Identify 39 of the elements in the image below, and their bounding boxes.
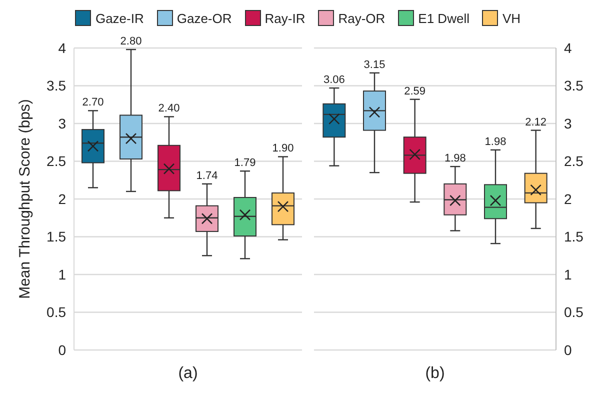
y-tick-label: 0	[58, 342, 66, 358]
text: 2.12	[525, 116, 547, 128]
y-tick-label: 1	[58, 266, 66, 282]
text: 1.74	[196, 170, 218, 182]
legend-label: VH	[502, 10, 521, 26]
text: 2.59	[404, 85, 426, 98]
y-tick-label: 2.5	[46, 153, 66, 170]
y-tick-label: 1	[564, 266, 572, 282]
y-tick-label: 4	[58, 40, 66, 56]
text: 1.90	[272, 142, 294, 155]
legend-label: Ray-IR	[264, 10, 306, 26]
y-tick-label: 0.5	[46, 304, 66, 320]
y-axis-title: Mean Throughput Score (bps)	[16, 99, 34, 299]
y-tick-label: 4	[564, 40, 572, 56]
text: 1.98	[484, 136, 506, 148]
legend-label: Gaze-IR	[95, 10, 144, 26]
legend-label: E1 Dwell	[418, 10, 470, 26]
text: 1.98	[444, 152, 466, 165]
y-tick-label: 2	[564, 190, 572, 207]
x-axis-title: (a)	[178, 365, 198, 382]
y-tick-label: 3	[58, 115, 66, 132]
text: 3.06	[323, 74, 345, 86]
y-tick-label: 0	[564, 342, 572, 358]
text: 2.80	[120, 36, 142, 48]
y-tick-label: 3.5	[564, 78, 584, 94]
text: 2.40	[158, 102, 180, 115]
legend-label: Ray-OR	[338, 10, 386, 26]
text: 1.79	[234, 157, 256, 170]
y-tick-label: 3	[564, 115, 572, 132]
x-axis-title: (b)	[425, 365, 445, 382]
legend-label: Gaze-OR	[176, 10, 232, 26]
y-tick-label: 2.5	[564, 153, 584, 170]
y-tick-label: 3.5	[46, 78, 66, 94]
text: 2.70	[82, 96, 104, 109]
text: 3.15	[364, 58, 386, 71]
y-tick-label: 0.5	[564, 304, 584, 320]
y-tick-label: 1.5	[564, 228, 584, 245]
y-tick-label: 1.5	[46, 228, 66, 245]
y-tick-label: 2	[58, 190, 66, 207]
